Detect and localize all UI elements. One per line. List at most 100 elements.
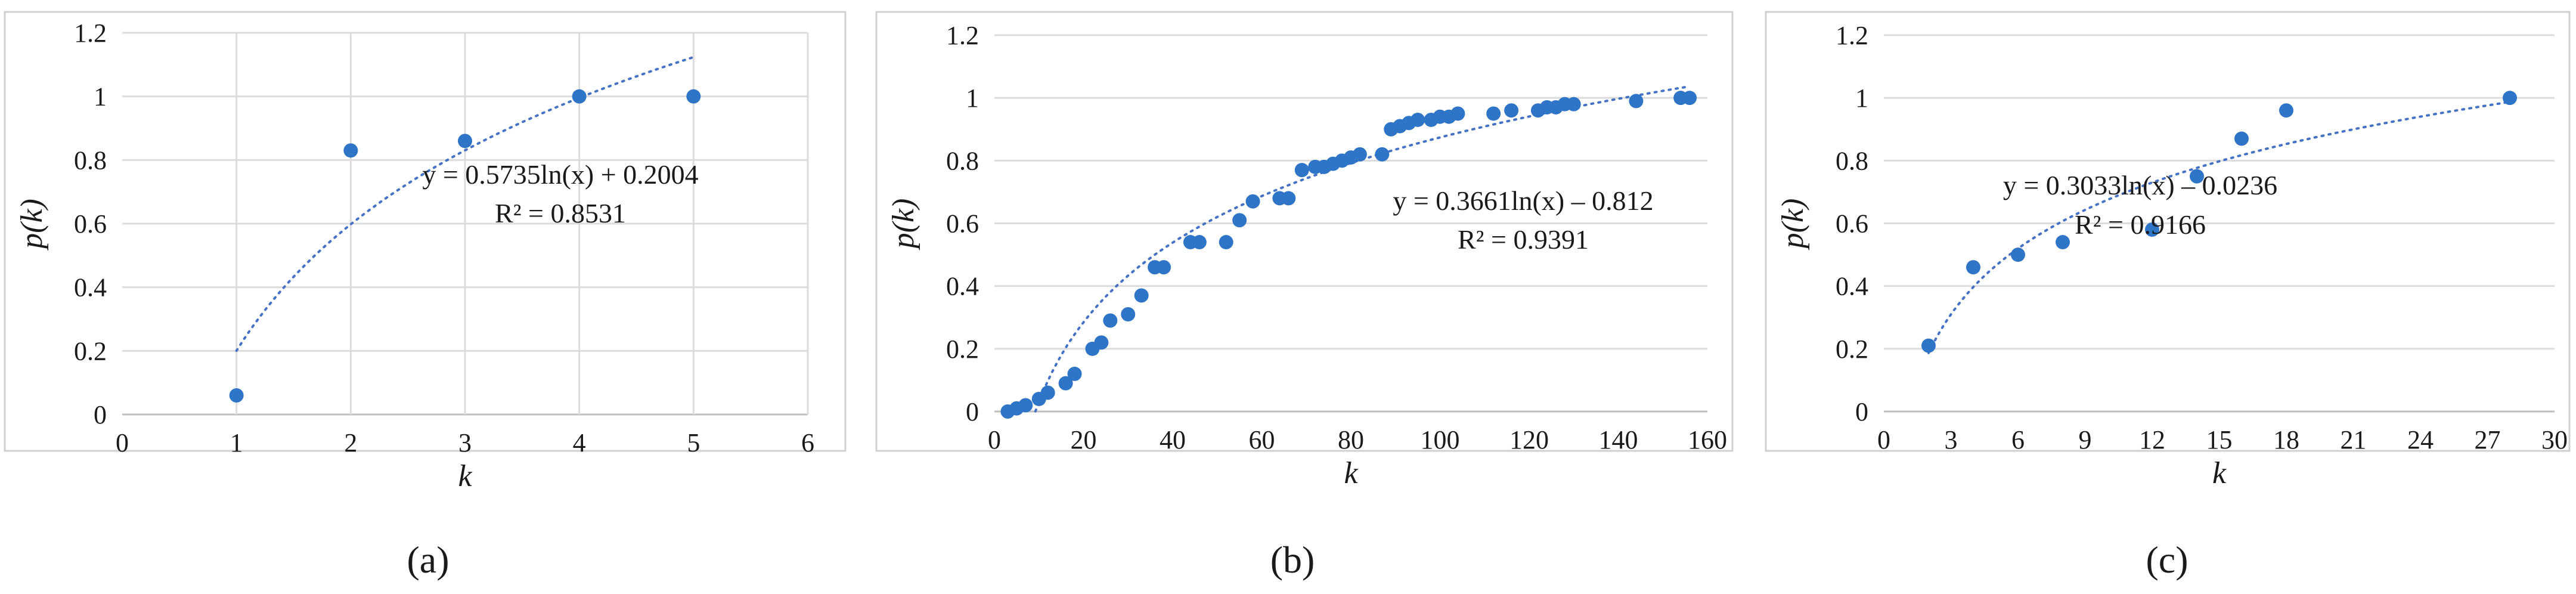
panel-label: (a)	[407, 539, 449, 581]
data-point	[2056, 235, 2070, 250]
x-tick-label: 12	[2139, 425, 2165, 454]
chart-frame	[1765, 11, 2571, 452]
y-tick-label: 0	[94, 400, 107, 429]
data-point	[1486, 106, 1501, 121]
y-tick-label: 0.4	[946, 272, 979, 301]
x-axis-title: k	[1344, 456, 1358, 490]
x-tick-label: 80	[1338, 425, 1364, 454]
data-point	[2190, 169, 2204, 184]
data-point	[1504, 103, 1519, 118]
y-axis-title: p(k)	[15, 199, 49, 251]
y-tick-label: 0.8	[74, 146, 107, 175]
data-point	[572, 89, 587, 104]
r-squared-label: R² = 0.9391	[1458, 224, 1589, 255]
x-tick-label: 1	[230, 428, 243, 457]
x-tick-label: 3	[1945, 425, 1958, 454]
y-tick-label: 0	[966, 397, 979, 426]
data-point	[2279, 103, 2293, 118]
data-point	[1352, 147, 1367, 162]
panel-label: (c)	[2146, 539, 2188, 581]
data-point	[343, 143, 358, 158]
y-tick-label: 1.2	[74, 18, 107, 48]
data-point	[1294, 163, 1309, 178]
x-tick-label: 5	[687, 428, 700, 457]
trendline	[235, 55, 695, 352]
y-tick-label: 1	[94, 82, 107, 112]
x-tick-label: 24	[2407, 425, 2434, 454]
x-tick-label: 3	[458, 428, 472, 457]
trendline-equation: y = 0.3033ln(x) – 0.0236	[2003, 170, 2277, 200]
data-point	[2145, 222, 2159, 237]
x-axis-title: k	[458, 459, 472, 493]
data-point	[1232, 213, 1247, 228]
x-tick-label: 60	[1249, 425, 1275, 454]
data-point	[1157, 260, 1171, 275]
data-point	[1058, 376, 1073, 391]
data-point	[686, 89, 701, 104]
x-axis-title: k	[2212, 456, 2227, 490]
trendline	[1927, 101, 2511, 354]
data-point	[1966, 260, 1980, 275]
x-tick-label: 15	[2206, 425, 2233, 454]
data-point	[2234, 131, 2249, 146]
y-tick-label: 0.6	[946, 209, 979, 239]
y-tick-label: 0.6	[74, 209, 107, 239]
data-point	[1018, 398, 1033, 413]
y-tick-label: 0.8	[1836, 146, 1868, 175]
data-point	[1040, 385, 1055, 400]
y-axis-title: p(k)	[886, 199, 920, 251]
x-tick-label: 30	[2541, 425, 2568, 454]
panel-label: (b)	[1270, 539, 1315, 581]
data-point	[2011, 248, 2025, 262]
x-tick-label: 27	[2475, 425, 2501, 454]
x-tick-label: 4	[573, 428, 586, 457]
x-tick-label: 100	[1421, 425, 1460, 454]
data-point	[1121, 307, 1136, 321]
data-point	[1682, 91, 1697, 106]
data-point	[1450, 106, 1465, 121]
x-tick-label: 0	[988, 425, 1001, 454]
panel-b: 0 0.2 0.4 0.6 0.8 1 1.2 0 20 40 60 80 100 120 140 160 k p…	[875, 11, 1734, 581]
data-point	[2503, 91, 2517, 106]
x-tick-label: 21	[2341, 425, 2367, 454]
chart-frame	[4, 11, 847, 452]
y-tick-label: 1	[966, 83, 979, 113]
data-point	[1219, 235, 1233, 250]
x-tick-label: 6	[801, 428, 814, 457]
y-tick-label: 0.4	[74, 273, 107, 302]
x-tick-label: 18	[2273, 425, 2299, 454]
data-point	[229, 388, 244, 403]
chart-frame	[875, 11, 1734, 452]
y-tick-label: 0.8	[946, 146, 979, 175]
data-point	[1375, 147, 1390, 162]
x-tick-label: 0	[1877, 425, 1890, 454]
data-point	[1067, 366, 1082, 381]
x-tick-label: 0	[116, 428, 129, 457]
data-point	[1411, 112, 1425, 127]
y-tick-label: 1.2	[946, 21, 979, 50]
y-tick-label: 1	[1855, 83, 1868, 113]
x-tick-label: 140	[1599, 425, 1638, 454]
data-point	[1281, 191, 1296, 206]
y-tick-label: 0.6	[1836, 209, 1868, 239]
r-squared-label: R² = 0.8531	[495, 198, 626, 228]
x-tick-label: 120	[1509, 425, 1549, 454]
data-point	[1629, 94, 1644, 109]
y-tick-label: 0	[1855, 397, 1868, 426]
data-point	[1921, 338, 1936, 353]
data-point	[1192, 235, 1207, 250]
data-point	[1103, 313, 1118, 328]
x-tick-label: 2	[344, 428, 357, 457]
x-tick-label: 40	[1160, 425, 1186, 454]
x-tick-label: 20	[1071, 425, 1097, 454]
data-point	[1245, 194, 1260, 209]
y-tick-label: 0.2	[74, 336, 107, 366]
r-squared-label: R² = 0.9166	[2075, 209, 2206, 240]
y-tick-label: 1.2	[1836, 21, 1868, 50]
panel-c: 0 0.2 0.4 0.6 0.8 1 1.2 0 3 6 9 12 15 18 21 24 27 30 k p(k)…	[1765, 11, 2571, 581]
y-tick-label: 0.4	[1836, 272, 1868, 301]
data-point	[1566, 97, 1581, 112]
y-axis-title: p(k)	[1776, 199, 1810, 251]
y-tick-label: 0.2	[946, 335, 979, 364]
